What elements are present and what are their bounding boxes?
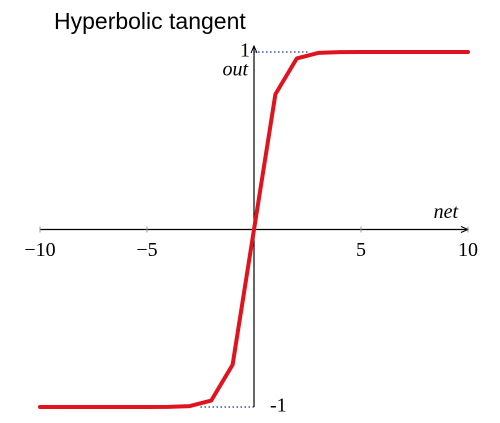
- x-tick-label: −10: [24, 239, 55, 261]
- chart-title: Hyperbolic tangent: [54, 8, 246, 34]
- y-axis-label: out: [222, 59, 248, 81]
- y-tick-label: -1: [270, 395, 287, 417]
- y-axis-arrow: [250, 44, 258, 54]
- x-axis-label: net: [434, 201, 459, 223]
- x-tick-label: 5: [356, 239, 366, 261]
- x-tick-label: −5: [136, 239, 157, 261]
- data-line: [38, 50, 470, 409]
- x-tick-label: 10: [458, 239, 478, 261]
- y-tick-label: 1: [240, 40, 250, 62]
